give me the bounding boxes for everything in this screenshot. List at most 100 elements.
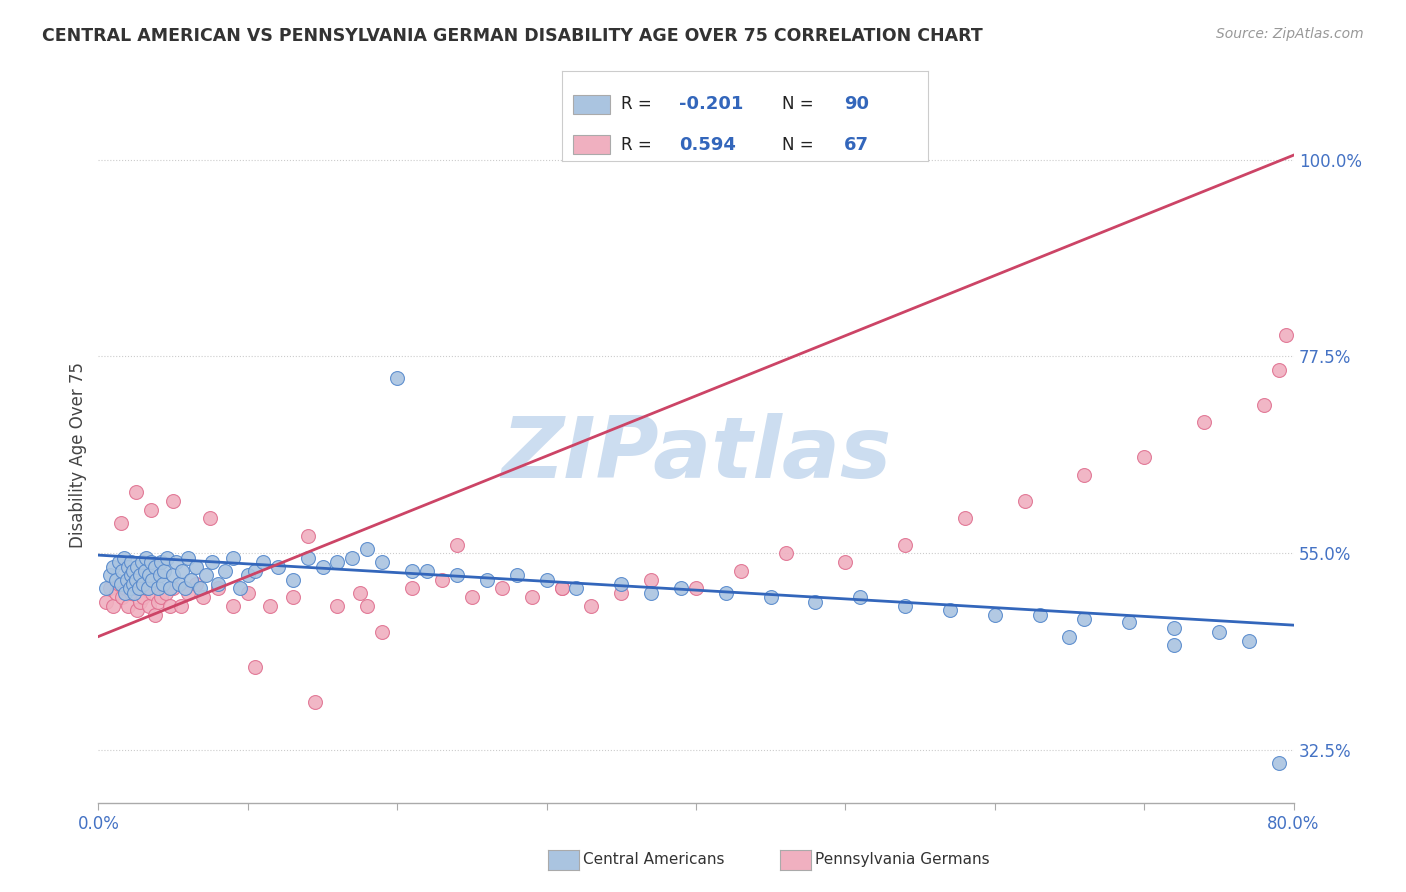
Text: Pennsylvania Germans: Pennsylvania Germans (815, 853, 990, 867)
Point (162, 494, 184, 508)
Point (214, 564, 236, 578)
Point (953, 511, 976, 525)
Point (356, 541, 378, 556)
Point (156, 550, 179, 565)
Point (252, 555, 274, 569)
Point (939, 603, 962, 617)
Point (184, 577, 207, 591)
Point (714, 586, 737, 600)
Point (297, 529, 319, 543)
Point (610, 586, 633, 600)
Point (131, 555, 153, 569)
Point (245, 564, 267, 578)
Point (207, 577, 229, 591)
Point (152, 577, 174, 591)
Point (132, 577, 155, 591)
Point (127, 559, 149, 574)
Point (127, 603, 149, 617)
Point (172, 564, 194, 578)
Point (110, 516, 132, 530)
Point (125, 573, 148, 587)
Point (1014, 494, 1036, 508)
Point (804, 594, 827, 608)
Text: R =: R = (621, 136, 657, 153)
Point (446, 568, 468, 582)
Point (114, 582, 136, 596)
Point (259, 599, 281, 613)
Point (1192, 415, 1215, 429)
Point (1208, 625, 1230, 640)
Point (1267, 756, 1289, 771)
Point (177, 550, 200, 565)
Point (165, 555, 187, 569)
Point (108, 555, 131, 569)
Point (118, 582, 141, 596)
Point (520, 590, 543, 604)
Point (114, 586, 136, 600)
Point (356, 599, 378, 613)
Point (108, 577, 131, 591)
Point (135, 550, 157, 565)
Point (610, 577, 633, 591)
Point (207, 582, 229, 596)
Point (103, 559, 125, 574)
Text: R =: R = (621, 95, 657, 113)
Y-axis label: Disability Age Over 75: Disability Age Over 75 (69, 362, 87, 548)
Text: N =: N = (782, 95, 818, 113)
Point (371, 555, 394, 569)
Point (148, 582, 170, 596)
Point (155, 586, 177, 600)
Point (385, 371, 409, 385)
Point (141, 573, 163, 587)
Point (180, 573, 202, 587)
Point (136, 582, 159, 596)
Point (100, 568, 122, 582)
Point (685, 582, 707, 596)
Text: Central Americans: Central Americans (583, 853, 725, 867)
Point (169, 599, 191, 613)
Point (1118, 615, 1140, 629)
Text: 67: 67 (844, 136, 869, 153)
Point (894, 538, 917, 552)
Text: Source: ZipAtlas.com: Source: ZipAtlas.com (1216, 27, 1364, 41)
Point (139, 502, 162, 516)
Point (191, 590, 214, 604)
Point (141, 586, 163, 600)
Point (111, 564, 134, 578)
Point (138, 568, 160, 582)
Point (326, 555, 349, 569)
Point (124, 582, 146, 596)
Point (100, 582, 122, 596)
Point (349, 586, 371, 600)
Point (138, 599, 160, 613)
Point (1275, 327, 1298, 342)
Bar (574, 95, 610, 114)
Point (401, 564, 423, 578)
Point (94, 582, 117, 596)
Point (304, 695, 326, 709)
Point (536, 573, 558, 587)
Point (129, 568, 152, 582)
Point (281, 573, 304, 587)
Point (132, 590, 155, 604)
Point (128, 582, 150, 596)
Point (121, 577, 143, 591)
Point (236, 568, 259, 582)
Point (416, 564, 439, 578)
Point (167, 577, 190, 591)
Point (150, 555, 173, 569)
Point (550, 582, 572, 596)
Point (1073, 467, 1095, 482)
Point (475, 573, 498, 587)
Point (1073, 612, 1095, 626)
Point (669, 582, 692, 596)
Point (143, 559, 166, 574)
Point (120, 555, 142, 569)
Point (640, 573, 662, 587)
Point (430, 573, 453, 587)
Point (506, 568, 529, 582)
Point (984, 607, 1007, 622)
Bar (574, 135, 610, 154)
Point (121, 564, 143, 578)
Point (105, 586, 128, 600)
